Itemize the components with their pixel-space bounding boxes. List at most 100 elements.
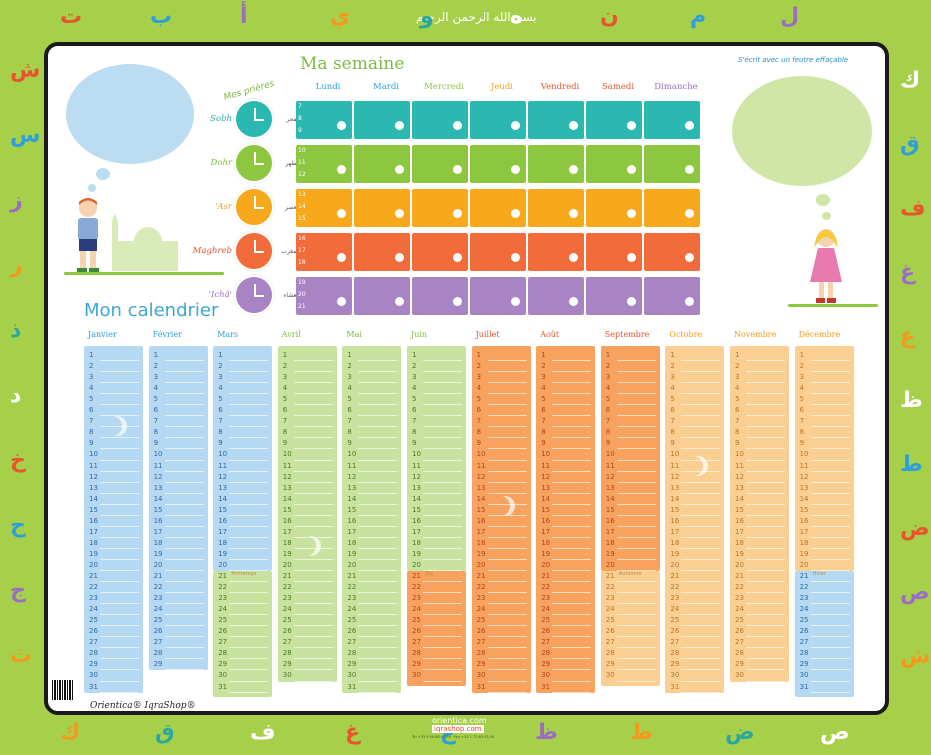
day-number: 8 [670,428,675,437]
day-number: 8 [89,428,94,437]
day-line [681,437,721,439]
schedule-cell[interactable] [586,101,642,139]
month-name: Octobre [669,330,703,339]
calendar-title: Mon calendrier [84,300,219,321]
day-line [293,625,333,627]
day-number: 7 [153,417,159,426]
schedule-cell[interactable] [412,101,468,139]
schedule-cell[interactable] [586,189,642,227]
day-line [616,581,656,583]
day-number: 23 [735,594,744,603]
schedule-cell[interactable] [412,145,468,183]
day-number: 7 [735,417,740,426]
day-number: 8 [541,428,546,437]
schedule-cell[interactable] [296,189,352,227]
schedule-cell[interactable] [354,189,410,227]
schedule-cell[interactable] [528,277,584,315]
website-iqrashop[interactable]: iqrashop.com [432,725,484,733]
schedule-cell[interactable] [528,189,584,227]
day-number: 25 [89,616,98,625]
day-number: 18 [153,538,163,547]
day-line [293,514,333,516]
day-number: 14 [605,494,615,503]
day-number: 22 [218,583,228,592]
schedule-cell[interactable] [354,145,410,183]
schedule-cell[interactable] [354,233,410,271]
schedule-cell[interactable] [412,277,468,315]
day-line [487,404,527,406]
day-line [552,658,592,660]
day-number: 24 [799,605,809,614]
border-letter: ق [900,132,920,157]
schedule-cell[interactable] [296,101,352,139]
day-line [229,404,269,406]
day-line [616,625,656,627]
day-line [552,570,592,571]
day-line [423,625,462,627]
schedule-cell[interactable] [470,101,526,139]
schedule-cell[interactable] [296,233,352,271]
border-letter: ج [10,578,26,603]
day-number: 8 [799,428,805,437]
schedule-cell[interactable] [528,145,584,183]
border-letter: غ [345,720,361,745]
schedule-cell[interactable] [470,233,526,271]
day-number: 18 [218,538,228,547]
day-line [358,393,398,395]
schedule-cell[interactable] [470,277,526,315]
schedule-cell[interactable] [644,233,700,271]
schedule-cell[interactable] [644,277,700,315]
day-number: 15 [89,505,98,514]
schedule-cell[interactable] [470,189,526,227]
day-line [681,470,721,472]
day-line [552,360,592,362]
day-line [681,426,721,428]
day-number: 26 [476,627,486,636]
day-number: 14 [218,494,228,503]
day-number: 10 [799,450,809,459]
schedule-cell[interactable] [470,145,526,183]
day-line [100,570,139,571]
schedule-cell[interactable] [296,145,352,183]
border-letter: ظ [900,388,923,413]
schedule-cell[interactable] [644,145,700,183]
day-line [746,625,785,627]
schedule-cell[interactable] [528,233,584,271]
day-line [552,536,592,538]
schedule-cell[interactable] [586,233,642,271]
day-number: 4 [670,384,675,393]
day-line [100,459,139,461]
day-number: 14 [412,494,421,503]
schedule-cell[interactable] [644,101,700,139]
schedule-cell[interactable] [586,145,642,183]
day-number: 13 [347,483,357,492]
day-line [358,437,398,439]
border-letter: أ [240,4,248,29]
day-number: 22 [89,583,98,592]
day-number: 25 [541,616,551,625]
schedule-cell[interactable] [586,277,642,315]
day-number: 23 [347,594,357,603]
schedule-cell[interactable] [412,189,468,227]
schedule-cell[interactable] [354,101,410,139]
day-line [746,503,785,505]
day-line [616,525,656,527]
schedule-cell[interactable] [644,189,700,227]
schedule-cell[interactable] [354,277,410,315]
day-number: 17 [412,527,421,536]
day-number: 5 [282,395,288,404]
day-number: 11 [89,461,98,470]
day-line [358,404,398,406]
schedule-cell[interactable] [528,101,584,139]
contact-info: Tél +33 9 50 88 07 78 · Fax +33 1 72 63 … [412,735,495,739]
day-number: 29 [735,660,744,669]
day-line [487,371,527,373]
website-orientica[interactable]: orientica.com [432,716,487,725]
day-line [229,647,269,649]
schedule-cell[interactable] [296,277,352,315]
day-number: 3 [153,373,159,382]
schedule-cell[interactable] [412,233,468,271]
day-line [423,636,462,638]
day-number: 29 [153,660,163,669]
